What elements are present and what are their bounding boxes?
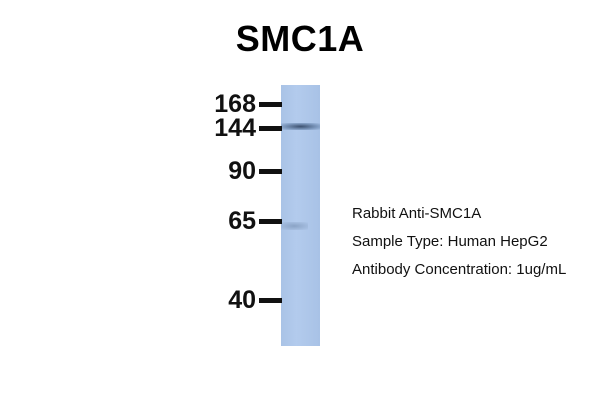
marker-tick <box>259 125 282 131</box>
marker-label: 144 <box>214 113 256 142</box>
marker-65: 65 <box>190 207 282 235</box>
marker-144: 144 <box>190 114 282 142</box>
blot-title: SMC1A <box>235 18 365 59</box>
band-65kda-faint <box>281 222 309 230</box>
marker-90: 90 <box>190 157 282 185</box>
blot-lane <box>281 85 320 346</box>
sample-type-label: Sample Type: Human HepG2 <box>352 233 548 250</box>
band-144kda <box>281 123 320 130</box>
marker-168: 168 <box>190 90 282 118</box>
marker-label: 40 <box>228 285 256 314</box>
marker-40: 40 <box>190 286 282 314</box>
antibody-label: Rabbit Anti-SMC1A <box>352 205 482 222</box>
marker-label: 65 <box>228 206 256 235</box>
marker-tick <box>259 101 282 107</box>
marker-tick <box>259 168 282 174</box>
marker-tick <box>259 218 282 224</box>
marker-label: 168 <box>214 89 256 118</box>
marker-tick <box>259 297 282 303</box>
concentration-label: Antibody Concentration: 1ug/mL <box>352 261 567 278</box>
marker-label: 90 <box>228 156 256 185</box>
